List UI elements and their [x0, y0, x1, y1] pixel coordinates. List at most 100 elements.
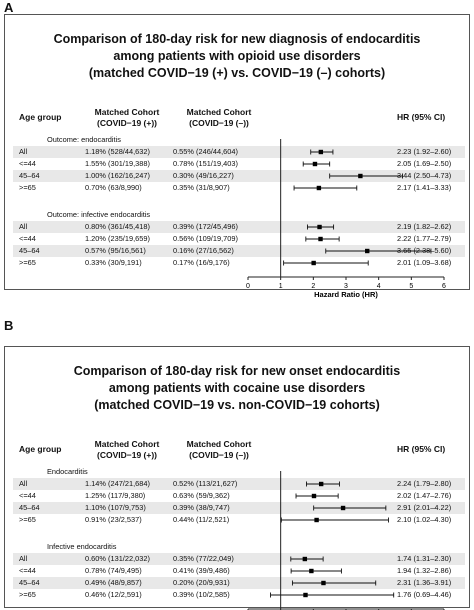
row-cohort1-value: 0.78% (74/9,495)	[85, 566, 142, 575]
section-label: Outcome: endocarditis	[47, 135, 121, 144]
header-cohort1: Matched Cohort (COVID−19 (+))	[87, 439, 167, 461]
hr-point	[318, 236, 323, 242]
header-cohort1-line: (COVID−19 (+))	[97, 450, 157, 460]
row-cohort2-value: 0.20% (20/9,931)	[173, 578, 230, 587]
row-cohort2-value: 0.39% (10/2,585)	[173, 590, 230, 599]
header-age-group: Age group	[19, 444, 62, 454]
header-cohort1-line: Matched Cohort	[94, 107, 160, 117]
row-cohort2-value: 0.78% (151/19,403)	[173, 159, 238, 168]
panel-title: Comparison of 180-day risk for new diagn…	[5, 31, 469, 82]
hr-point	[311, 493, 317, 499]
x-tick-label: 4	[377, 283, 381, 290]
row-hr-ci: 2.91 (2.01–4.22)	[397, 503, 452, 512]
row-hr-ci: 2.17 (1.41–3.33)	[397, 183, 452, 192]
header-cohort2: Matched Cohort (COVID−19 (–))	[179, 107, 259, 129]
row-cohort2-value: 0.39% (172/45,496)	[173, 222, 238, 231]
row-cohort1-value: 1.25% (117/9,380)	[85, 491, 146, 500]
row-age: All	[19, 554, 28, 563]
row-age: >=65	[19, 515, 36, 524]
row-age: <=44	[19, 159, 36, 168]
row-cohort2-value: 0.16% (27/16,562)	[173, 246, 234, 255]
row-hr-ci: 2.05 (1.69–2.50)	[397, 159, 452, 168]
row-hr-ci: 2.22 (1.77–2.79)	[397, 234, 452, 243]
row-hr-ci: 1.76 (0.69–4.46)	[397, 590, 452, 599]
x-tick-label: 5	[409, 283, 413, 290]
row-cohort1-value: 1.14% (247/21,684)	[85, 479, 150, 488]
header-cohort2-line: Matched Cohort	[186, 107, 252, 117]
header-hr-ci: HR (95% CI)	[397, 112, 446, 122]
x-tick-label: 3	[344, 283, 348, 290]
row-stripe	[13, 245, 465, 257]
hr-point	[312, 161, 318, 167]
section-label: Infective endocarditis	[47, 542, 117, 551]
hr-point	[303, 592, 308, 598]
row-cohort1-value: 1.10% (107/9,753)	[85, 503, 146, 512]
row-age: <=44	[19, 566, 36, 575]
row-cohort2-value: 0.44% (11/2,521)	[173, 515, 230, 524]
row-stripe	[13, 221, 465, 233]
header-cohort2-line: Matched Cohort	[186, 439, 252, 449]
x-axis-label: Hazard Ratio (HR)	[314, 290, 378, 299]
panel-letter: B	[4, 318, 14, 333]
row-hr-ci: 1.74 (1.31–2.30)	[397, 554, 452, 563]
row-age: 45–64	[19, 246, 40, 255]
x-tick-label: 2	[311, 283, 315, 290]
row-age: >=65	[19, 258, 36, 267]
header-cohort1-line: Matched Cohort	[94, 439, 160, 449]
hr-point	[311, 260, 316, 266]
row-hr-ci: 2.19 (1.82–2.62)	[397, 222, 452, 231]
x-tick-label: 0	[246, 283, 250, 290]
row-age: >=65	[19, 183, 36, 192]
hr-point	[358, 173, 363, 179]
panel-title-line: (matched COVID−19 vs. non-COVID−19 cohor…	[94, 398, 380, 412]
forest-plot: 0 1 2 3 4 5 6 Hazard Ratio (HR)	[246, 139, 446, 299]
row-age: <=44	[19, 234, 36, 243]
row-stripe	[13, 170, 465, 182]
row-age: 45–64	[19, 171, 40, 180]
row-age: All	[19, 222, 28, 231]
x-tick-label: 1	[279, 283, 283, 290]
row-hr-ci: 2.10 (1.02–4.30)	[397, 515, 452, 524]
row-age: All	[19, 147, 28, 156]
row-hr-ci: 3.65 (2.38–5.60)	[397, 246, 452, 255]
x-tick-label: 6	[442, 283, 446, 290]
panel-title-line: Comparison of 180-day risk for new diagn…	[53, 32, 421, 46]
hr-point	[340, 505, 346, 511]
row-age: All	[19, 479, 28, 488]
forest-plot-panel: Comparison of 180-day risk for new diagn…	[4, 14, 470, 299]
panel-title-line: Comparison of 180-day risk for new onset…	[73, 364, 401, 378]
row-cohort1-value: 0.91% (23/2,537)	[85, 515, 142, 524]
row-stripe	[13, 146, 465, 158]
forest-plot-panel: Comparison of 180-day risk for new onset…	[4, 346, 470, 610]
row-cohort1-value: 1.20% (235/19,659)	[85, 234, 150, 243]
hr-point	[365, 248, 370, 254]
row-cohort1-value: 0.80% (361/45,418)	[85, 222, 150, 231]
row-cohort2-value: 0.56% (109/19,709)	[173, 234, 238, 243]
panel-title-line: among patients with cocaine use disorder…	[108, 381, 366, 395]
row-cohort2-value: 0.35% (31/8,907)	[173, 183, 230, 192]
row-cohort1-value: 1.00% (162/16,247)	[85, 171, 150, 180]
row-cohort2-value: 0.52% (113/21,627)	[173, 479, 238, 488]
panel-title-line: among patients with opioid use disorders	[113, 49, 361, 63]
row-hr-ci: 3.44 (2.50–4.73)	[397, 171, 452, 180]
row-age: <=44	[19, 491, 36, 500]
row-cohort1-value: 0.57% (95/16,561)	[85, 246, 146, 255]
row-cohort1-value: 1.18% (528/44,632)	[85, 147, 150, 156]
header-cohort1: Matched Cohort (COVID−19 (+))	[87, 107, 167, 129]
row-cohort2-value: 0.55% (246/44,604)	[173, 147, 238, 156]
row-cohort1-value: 0.60% (131/22,032)	[85, 554, 150, 563]
hr-point	[317, 224, 322, 230]
hr-point	[316, 185, 322, 191]
header-hr-ci: HR (95% CI)	[397, 444, 446, 454]
row-hr-ci: 2.24 (1.79–2.80)	[397, 479, 452, 488]
header-cohort2-line: (COVID−19 (–))	[189, 450, 249, 460]
header-age-group: Age group	[19, 112, 62, 122]
row-cohort2-value: 0.63% (59/9,362)	[173, 491, 230, 500]
row-cohort1-value: 0.33% (30/9,191)	[85, 258, 142, 267]
row-stripe	[13, 478, 465, 490]
header-cohort2: Matched Cohort (COVID−19 (–))	[179, 439, 259, 461]
row-age: 45–64	[19, 503, 40, 512]
hr-point	[321, 580, 326, 586]
row-cohort2-value: 0.39% (38/9,747)	[173, 503, 230, 512]
